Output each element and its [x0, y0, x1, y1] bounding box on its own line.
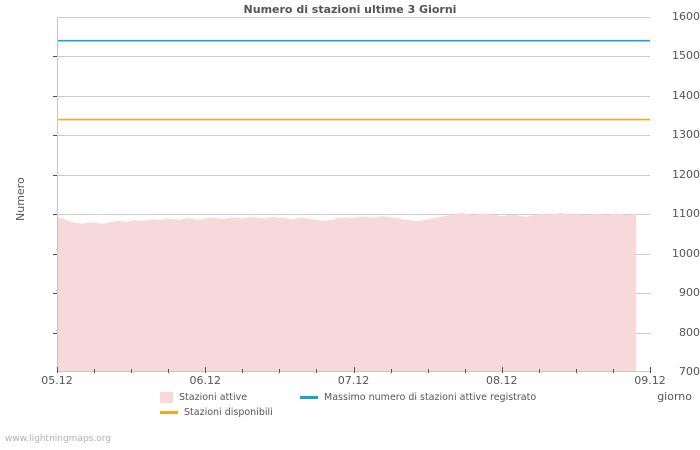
- y-tick-label: 1200: [672, 167, 700, 181]
- gridline: [58, 17, 650, 18]
- y-tick-label: 700: [679, 365, 700, 378]
- legend-label-stazioni-attive: Stazioni attive: [179, 392, 248, 403]
- legend-item-stazioni-attive[interactable]: Stazioni attive: [160, 392, 247, 403]
- x-tick-mark-major: [502, 367, 503, 373]
- x-tick-mark-minor: [131, 369, 132, 373]
- x-tick-mark-minor: [576, 369, 577, 373]
- x-tick-mark-minor: [94, 369, 95, 373]
- gridline: [58, 56, 650, 57]
- y-tick-mark: [53, 293, 58, 295]
- x-tick-mark-minor: [316, 369, 317, 373]
- chart-legend: Stazioni attive Massimo numero di stazio…: [160, 392, 660, 422]
- x-tick-mark-minor: [242, 369, 243, 373]
- y-tick-label: 1300: [672, 128, 700, 142]
- x-tick-mark-minor: [465, 369, 466, 373]
- y-tick-mark: [53, 253, 58, 255]
- legend-swatch-area-icon: [160, 392, 173, 403]
- x-tick-label: 07.12: [337, 374, 370, 387]
- legend-label-stazioni-disponibili: Stazioni disponibili: [184, 407, 273, 418]
- x-tick-mark-minor: [279, 369, 280, 373]
- legend-item-stazioni-disponibili[interactable]: Stazioni disponibili: [160, 407, 273, 418]
- legend-swatch-line-max-icon: [300, 396, 318, 399]
- x-tick-label: 09.12: [634, 374, 666, 387]
- y-tick-label: 1400: [672, 88, 700, 102]
- y-tick-mark: [53, 214, 58, 216]
- legend-label-massimo-registrato: Massimo numero di stazioni attive regist…: [324, 392, 537, 403]
- gridline: [58, 214, 650, 215]
- x-tick-label: 08.12: [486, 374, 518, 387]
- legend-row-2: Stazioni disponibili: [160, 407, 660, 422]
- y-tick-label: 1000: [672, 246, 700, 260]
- x-tick-mark-major: [57, 367, 58, 373]
- gridline: [58, 96, 650, 97]
- y-tick-mark: [53, 135, 58, 137]
- y-tick-mark: [53, 174, 58, 176]
- x-tick-mark-minor: [613, 369, 614, 373]
- y-tick-label: 800: [679, 325, 700, 339]
- watermark: www.lightningmaps.org: [5, 434, 111, 444]
- gridline: [58, 175, 650, 176]
- x-tick-mark-minor: [168, 369, 169, 373]
- x-axis-title: giorno: [657, 390, 692, 403]
- gridline: [58, 135, 650, 136]
- chart-title: Numero di stazioni ultime 3 Giorni: [243, 3, 457, 16]
- legend-swatch-line-available-icon: [160, 411, 178, 414]
- y-tick-label: 1500: [672, 49, 700, 63]
- area-series-stazioni-attive: [58, 213, 637, 371]
- x-tick-mark-minor: [391, 369, 392, 373]
- y-axis-title: Numero: [14, 176, 27, 221]
- plot-area: [57, 17, 650, 372]
- y-tick-mark: [53, 332, 58, 334]
- x-tick-label: 06.12: [189, 374, 222, 387]
- x-tick-label: 05.12: [41, 374, 73, 387]
- y-tick-label: 900: [679, 286, 700, 300]
- series-layer: [58, 39, 650, 371]
- legend-row-1: Stazioni attive Massimo numero di stazio…: [160, 392, 660, 407]
- legend-item-massimo-registrato[interactable]: Massimo numero di stazioni attive regist…: [300, 392, 536, 403]
- x-tick-mark-major: [205, 367, 206, 373]
- x-tick-mark-minor: [428, 369, 429, 373]
- x-tick-mark-major: [354, 367, 355, 373]
- y-tick-mark: [53, 95, 58, 97]
- y-tick-label: 1600: [672, 10, 700, 23]
- y-tick-mark: [53, 56, 58, 58]
- y-tick-label: 1100: [672, 207, 700, 221]
- x-tick-mark-minor: [539, 369, 540, 373]
- x-tick-mark-major: [650, 367, 651, 373]
